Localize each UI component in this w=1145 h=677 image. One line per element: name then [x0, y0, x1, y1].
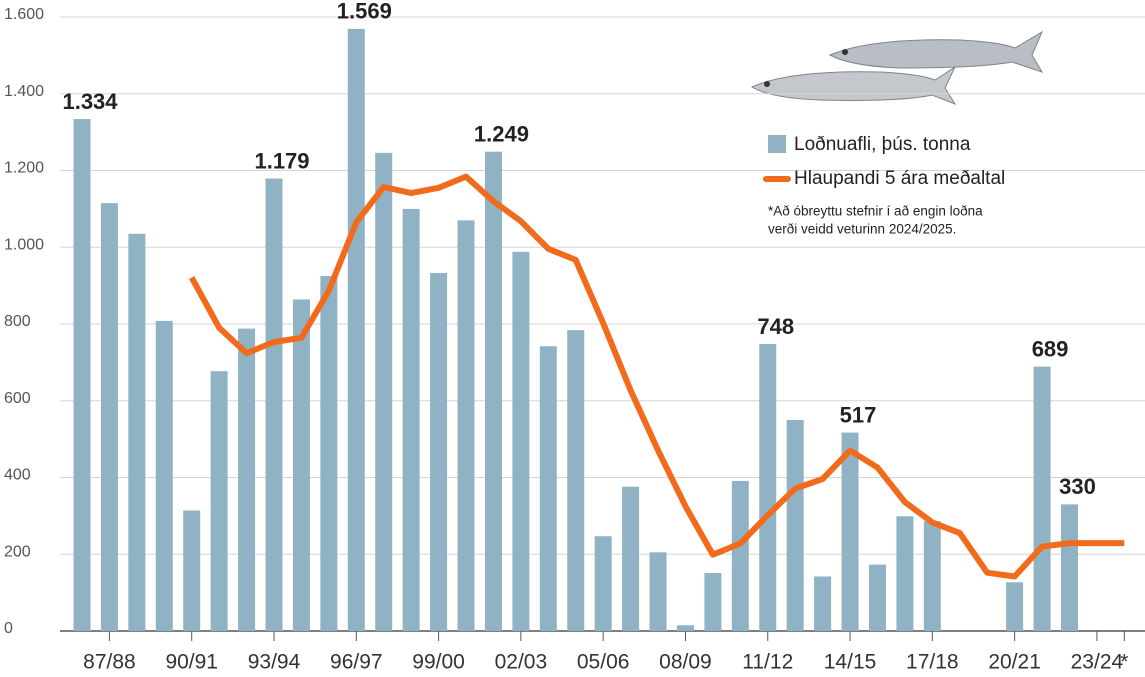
data-label: 1.179: [254, 148, 309, 173]
x-tick-label: 23/24: [1071, 651, 1124, 674]
data-label: 1.249: [474, 122, 529, 147]
x-tick-label: 08/09: [659, 651, 712, 674]
x-tick-label: 93/94: [248, 651, 301, 674]
data-label: 1.334: [62, 89, 118, 114]
bar: [731, 480, 749, 631]
note: verði veidd veturinn 2024/2025.: [768, 222, 956, 237]
bar: [100, 203, 118, 631]
bar: [567, 330, 585, 631]
x-tick-label: 17/18: [906, 651, 959, 674]
y-tick-label: 600: [4, 390, 31, 407]
bar: [430, 272, 448, 631]
bar: [457, 220, 475, 631]
bar: [347, 28, 365, 632]
bar: [814, 576, 832, 631]
x-tick-label: 11/12: [742, 651, 793, 674]
x-tick-label: 87/88: [83, 651, 136, 674]
x-tick-label: 05/06: [577, 651, 630, 674]
bar: [265, 178, 283, 631]
bar: [896, 516, 914, 631]
bar: [484, 151, 502, 632]
bar: [676, 625, 694, 631]
bar: [704, 573, 722, 631]
data-label: 517: [840, 402, 877, 427]
bar: [1060, 504, 1078, 631]
bar: [155, 320, 173, 631]
legend-swatch-bar: [768, 135, 786, 153]
bar: [923, 521, 941, 631]
y-tick-label: 1.200: [4, 160, 44, 177]
y-tick-label: 1.000: [4, 236, 44, 253]
bar: [238, 328, 256, 631]
data-label: 748: [757, 314, 794, 339]
x-tick-label: 20/21: [988, 651, 1041, 674]
x-tick-label: 90/91: [165, 651, 218, 674]
data-label: 330: [1059, 474, 1096, 499]
line: [189, 173, 1125, 580]
bar: [868, 564, 886, 631]
note: *Að óbreyttu stefnir í að engin loðna: [768, 204, 983, 219]
bar: [292, 299, 310, 631]
fish-illustration: [750, 30, 1044, 106]
y-tick-label: 200: [4, 543, 31, 560]
x-tick-label: *: [1120, 651, 1128, 674]
bar: [841, 432, 859, 631]
bar: [128, 233, 146, 631]
bar: [539, 346, 557, 631]
bar: [183, 510, 201, 631]
x-tick-label: 99/00: [412, 651, 465, 674]
data-label: 1.569: [337, 0, 392, 24]
legend-label: Loðnuafli, þús. tonna: [794, 134, 971, 155]
bar: [622, 486, 640, 631]
y-tick-label: 1.600: [4, 6, 44, 23]
bar: [402, 208, 420, 631]
x-tick-label: 14/15: [824, 651, 877, 674]
legend-label: Hlaupandi 5 ára meðaltal: [794, 168, 1005, 189]
y-tick-label: 1.400: [4, 83, 44, 100]
bar: [1033, 366, 1051, 631]
bar: [1006, 582, 1024, 631]
y-tick-label: 800: [4, 313, 31, 330]
bar: [759, 343, 777, 631]
y-tick-label: 400: [4, 467, 31, 484]
data-label: 689: [1032, 336, 1069, 361]
x-tick-label: 02/03: [495, 651, 548, 674]
bar: [786, 419, 804, 631]
bar: [594, 536, 612, 631]
bar: [210, 371, 228, 631]
x-tick-label: 96/97: [330, 651, 383, 674]
bar: [73, 119, 91, 631]
bar: [320, 276, 338, 631]
plot: 1.334 1.179 1.569 1.249 748 517 689 330: [62, 0, 1125, 632]
bar: [512, 251, 530, 632]
y-tick-label: 0: [4, 620, 13, 637]
bar: [649, 552, 667, 631]
bar: [375, 152, 393, 631]
